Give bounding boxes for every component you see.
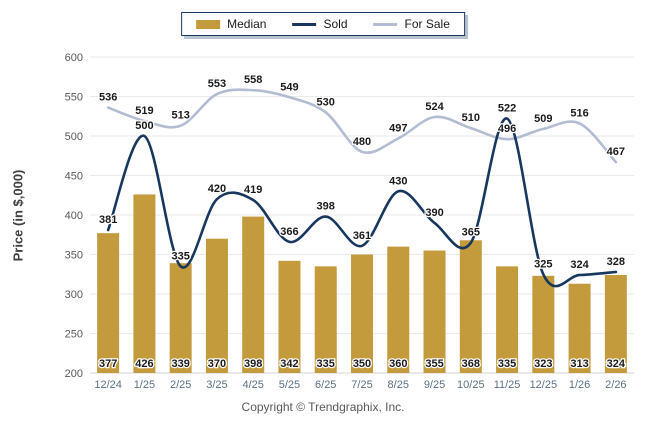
median-bar [97,233,120,373]
for-sale-point-label: 549 [280,81,298,93]
x-tick-label: 9/25 [424,379,445,391]
legend-bar-swatch [196,19,221,29]
legend-label: Median [227,17,267,31]
x-tick-label: 1/26 [569,379,590,391]
legend-label: Sold [323,17,348,31]
for-sale-line [106,88,618,164]
x-tick-label: 12/24 [94,379,122,391]
median-bar [532,275,555,373]
for-sale-point-label: 530 [317,96,335,108]
sold-point-label: 361 [353,230,371,242]
median-bar [278,260,301,373]
y-tick-label: 200 [65,368,83,380]
for-sale-point-label: 467 [607,146,625,158]
median-bar-label: 335 [498,358,516,370]
sold-point-label: 325 [534,258,552,270]
for-sale-point-label: 558 [244,74,262,86]
median-bar-label: 313 [570,358,588,370]
sold-point-label: 366 [280,226,298,238]
median-bar [568,283,591,373]
sold-point-label: 365 [462,227,480,239]
y-tick-label: 350 [65,250,83,262]
median-bar [205,238,228,373]
x-tick-label: 11/25 [494,379,521,391]
sold-point-label: 381 [99,214,117,226]
median-bar-label: 323 [534,358,552,370]
median-bar [242,216,265,373]
for-sale-point-label: 496 [498,123,516,135]
for-sale-point-label: 497 [389,122,407,134]
x-tick-label: 5/25 [279,379,300,391]
sold-point-label: 420 [208,183,226,195]
y-tick-label: 500 [65,131,83,143]
x-tick-label: 2/25 [170,379,191,391]
legend: Median Sold For Sale [181,12,465,36]
median-bar [169,263,192,373]
legend-item-sold: Sold [292,17,348,31]
legend-item-for-sale: For Sale [373,17,450,31]
median-bar [351,254,373,373]
x-tick-label: 1/25 [134,379,155,391]
sold-point-label: 398 [317,201,335,213]
legend-line-swatch [373,22,398,26]
x-tick-label: 6/25 [315,379,336,391]
y-tick-label: 600 [65,52,83,64]
median-bar-label: 339 [171,358,189,370]
x-tick-label: 7/25 [351,379,372,391]
for-sale-point-label: 519 [135,105,153,117]
median-bar [459,240,482,373]
sold-point-label: 324 [570,259,589,271]
median-bar [133,194,156,373]
y-tick-label: 300 [65,289,83,301]
median-bar [496,266,519,373]
for-sale-point-label: 510 [462,112,480,124]
sold-point-label: 335 [171,250,189,262]
sold-point-label: 328 [607,256,625,268]
copyright-text: Copyright © Trendgraphix, Inc. [241,400,405,414]
legend-label: For Sale [404,17,450,31]
sold-point-label: 522 [498,103,516,115]
legend-item-median: Median [196,18,266,30]
legend-line-swatch [292,22,317,26]
x-tick-label: 8/25 [388,379,409,391]
median-bar [604,275,627,373]
sold-line [106,117,618,288]
x-tick-label: 10/25 [457,379,485,391]
median-bar-label: 355 [425,358,443,370]
y-tick-label: 250 [65,329,83,341]
x-tick-label: 2/26 [605,379,626,391]
for-sale-point-label: 524 [425,101,444,113]
y-tick-label: 450 [65,171,83,183]
sold-point-label: 390 [425,207,443,219]
median-bar-label: 360 [389,358,407,370]
y-tick-label: 400 [65,210,83,222]
x-tick-label: 12/25 [530,379,558,391]
for-sale-point-label: 516 [570,107,588,119]
y-tick-label: 550 [65,92,83,104]
median-bar-label: 342 [280,358,298,370]
median-bar [314,266,337,373]
sold-point-label: 419 [244,184,262,196]
sold-point-label: 430 [389,175,407,187]
median-bar-label: 370 [208,358,226,370]
median-bar-label: 350 [353,358,371,370]
median-bar-label: 398 [244,358,262,370]
median-bar-label: 335 [317,358,335,370]
median-bar-label: 324 [607,358,626,370]
median-bar-label: 426 [135,358,153,370]
for-sale-point-label: 553 [208,78,226,90]
x-tick-label: 4/25 [242,379,263,391]
median-bar-label: 377 [99,358,117,370]
for-sale-point-label: 536 [99,92,117,104]
median-bar [423,250,446,373]
sold-point-label: 500 [135,120,153,132]
for-sale-point-label: 513 [171,110,189,122]
for-sale-point-label: 480 [353,136,371,148]
for-sale-point-label: 509 [534,113,552,125]
median-bar-label: 368 [462,358,480,370]
median-bar [387,246,410,373]
x-tick-label: 3/25 [206,379,227,391]
